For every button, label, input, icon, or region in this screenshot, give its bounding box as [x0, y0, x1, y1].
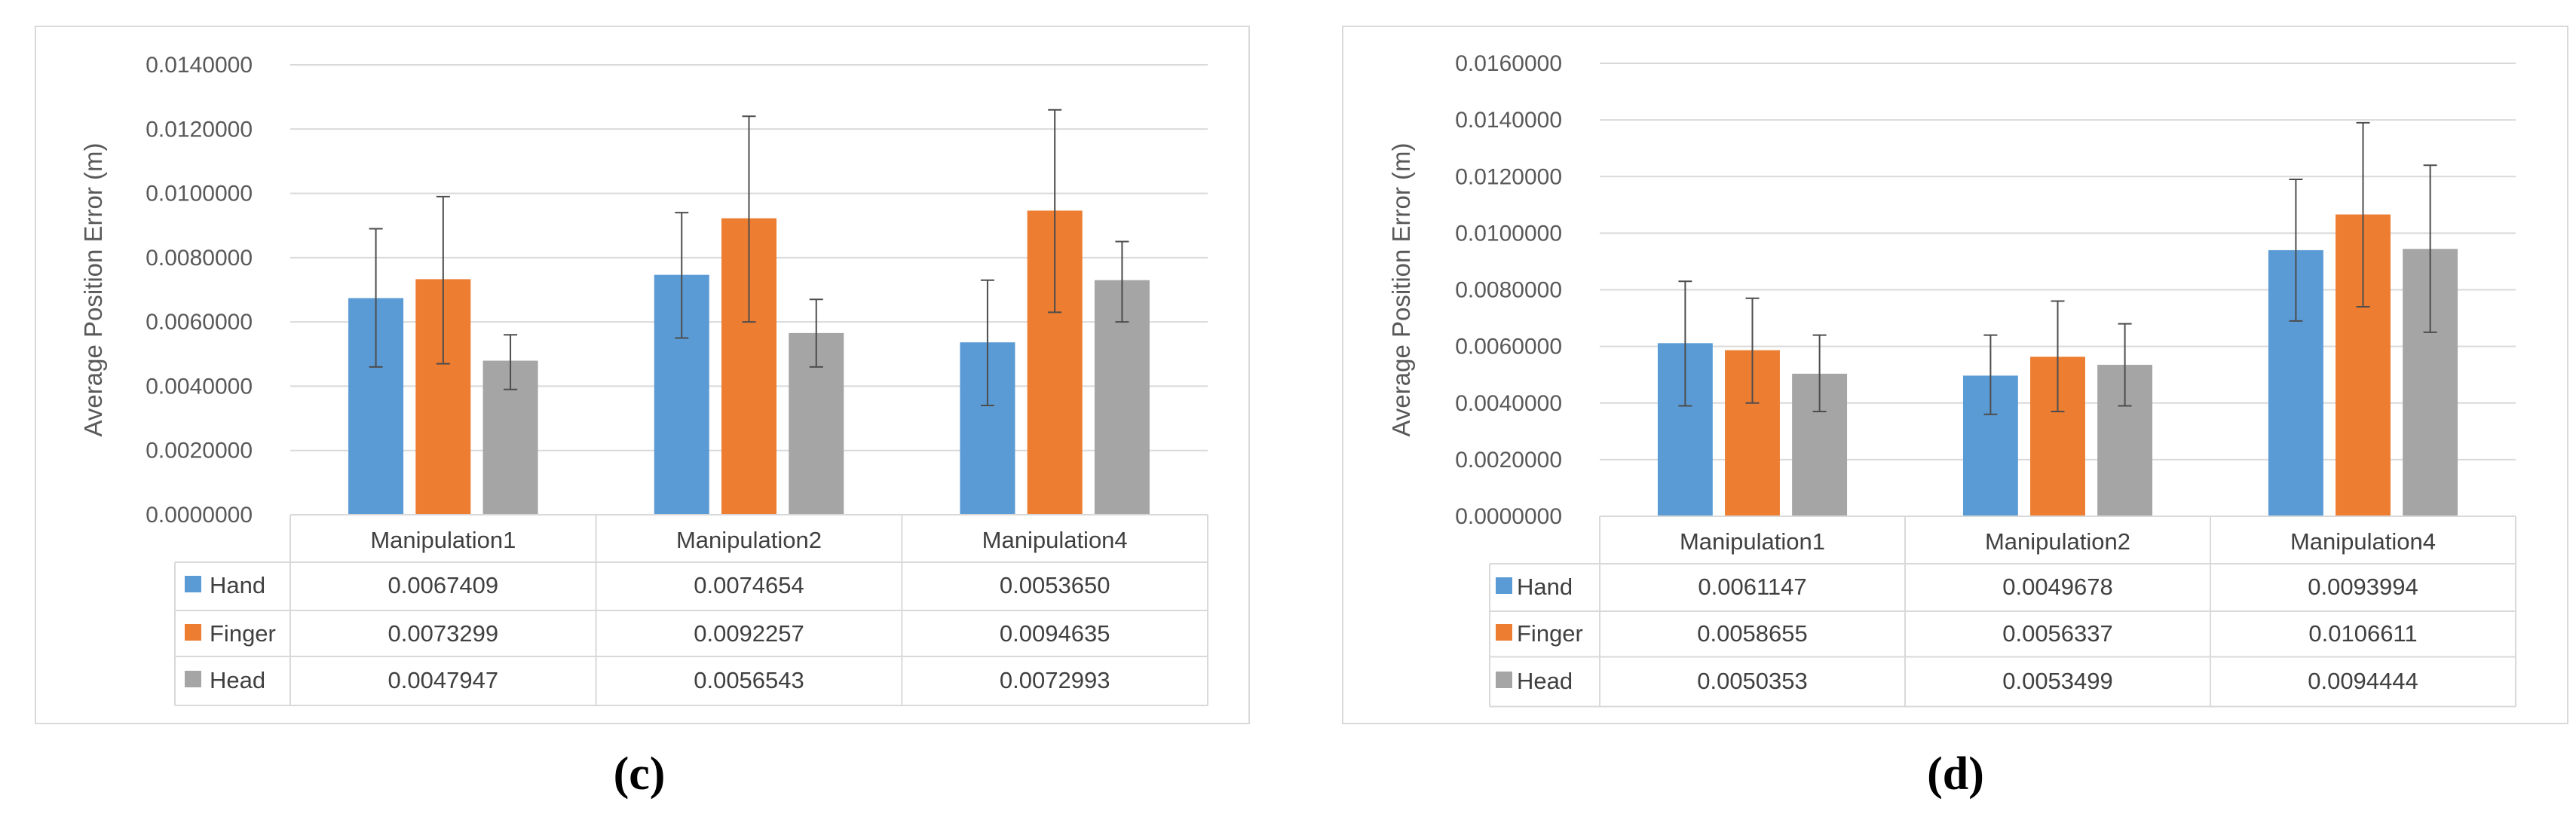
- panel-label: (d): [1927, 748, 1984, 800]
- chart-panel-d: 0.0000000 0.0020000 0.0040000 0.0060000 0.00…: [1342, 26, 2568, 800]
- legend-swatch-head: [1496, 672, 1512, 688]
- y-tick-label: 0.0140000: [145, 53, 253, 78]
- legend-swatch-finger: [185, 624, 201, 641]
- legend-label-hand: Hand: [210, 572, 265, 598]
- data-label: 0.0092257: [694, 620, 804, 647]
- data-label: 0.0067409: [388, 572, 499, 598]
- y-tick-label: 0.0040000: [145, 374, 253, 399]
- legend-label-finger: Finger: [210, 620, 276, 647]
- y-tick-label: 0.0080000: [145, 246, 253, 271]
- y-tick-label: 0.0100000: [1455, 221, 1562, 246]
- data-label: 0.0094635: [1000, 620, 1110, 647]
- y-tick-label: 0.0120000: [1455, 164, 1562, 189]
- y-tick-label: 0.0060000: [145, 310, 253, 335]
- x-category-label: Manipulation4: [2290, 528, 2436, 555]
- legend-label-finger: Finger: [1517, 620, 1583, 647]
- y-tick-label: 0.0120000: [145, 117, 253, 142]
- panel-label: (c): [614, 748, 666, 800]
- y-tick-label: 0.0160000: [1455, 51, 1562, 76]
- x-category-label: Manipulation2: [676, 527, 822, 553]
- data-label: 0.0093994: [2308, 574, 2418, 600]
- y-axis-title: Average Position Error (m): [79, 142, 107, 436]
- chart-panel-c: 0.0000000 0.0020000 0.0040000 0.0060000 0.00…: [35, 26, 1250, 800]
- data-label: 0.0049678: [2002, 574, 2113, 600]
- data-label: 0.0047947: [388, 667, 499, 693]
- legend-swatch-finger: [1496, 624, 1512, 641]
- legend-label-head: Head: [1517, 668, 1573, 694]
- x-category-label: Manipulation1: [1680, 528, 1825, 555]
- y-tick-label: 0.0020000: [145, 439, 253, 464]
- data-label: 0.0072993: [1000, 667, 1110, 693]
- data-label: 0.0056543: [694, 667, 804, 693]
- y-tick-label: 0.0060000: [1455, 335, 1562, 359]
- data-label: 0.0053499: [2002, 668, 2113, 694]
- y-tick-label: 0.0080000: [1455, 278, 1562, 303]
- y-axis-title: Average Position Error (m): [1387, 142, 1415, 436]
- y-tick-label: 0.0020000: [1455, 448, 1562, 473]
- data-label: 0.0053650: [1000, 572, 1110, 598]
- legend-label-hand: Hand: [1517, 574, 1573, 600]
- data-label: 0.0074654: [694, 572, 804, 598]
- legend-swatch-hand: [185, 576, 201, 592]
- y-tick-label: 0.0100000: [145, 182, 253, 207]
- x-category-label: Manipulation2: [1985, 528, 2130, 555]
- data-label: 0.0056337: [2002, 620, 2113, 647]
- x-category-label: Manipulation4: [982, 527, 1128, 553]
- y-tick-label: 0.0040000: [1455, 391, 1562, 416]
- data-label: 0.0073299: [388, 620, 499, 647]
- data-label: 0.0050353: [1697, 668, 1808, 694]
- legend-swatch-hand: [1496, 577, 1512, 594]
- legend-swatch-head: [185, 671, 201, 687]
- data-label: 0.0106611: [2308, 620, 2417, 647]
- x-category-label: Manipulation1: [370, 527, 516, 553]
- y-tick-label: 0.0000000: [145, 503, 253, 528]
- y-tick-label: 0.0140000: [1455, 108, 1562, 133]
- data-label: 0.0094444: [2308, 668, 2418, 694]
- data-label: 0.0061147: [1698, 574, 1806, 600]
- data-label: 0.0058655: [1697, 620, 1808, 647]
- legend-label-head: Head: [210, 667, 265, 693]
- y-tick-label: 0.0000000: [1455, 504, 1562, 529]
